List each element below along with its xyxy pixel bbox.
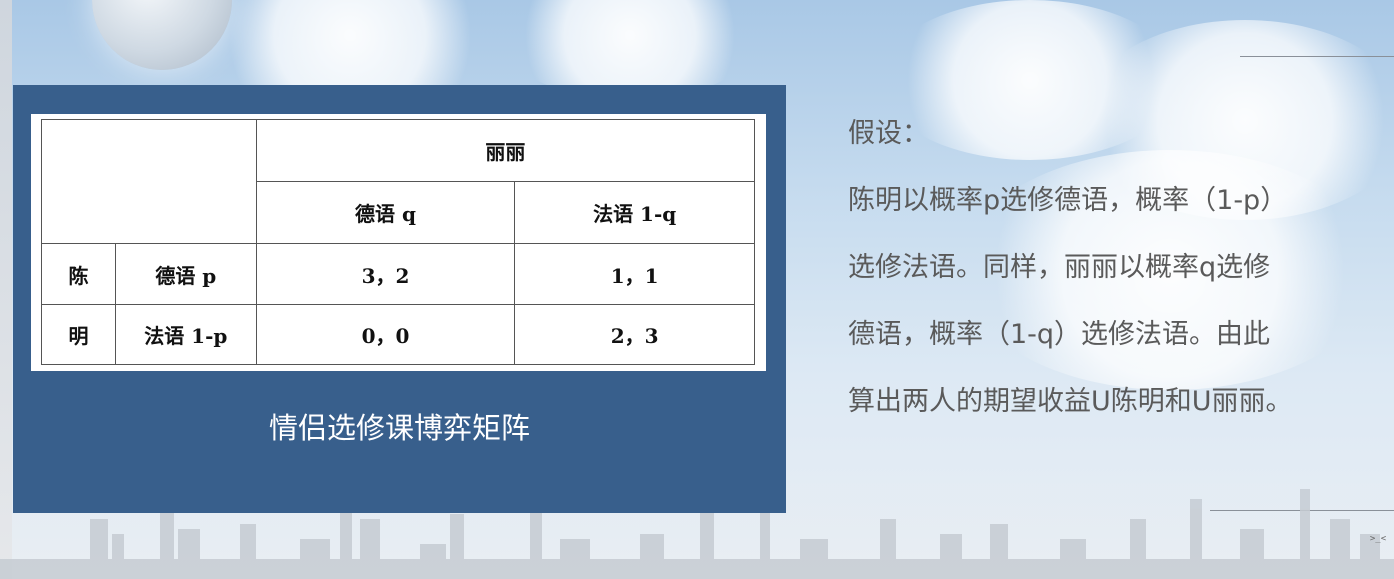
matrix-table-frame: 丽丽 德语 q 法语 1-q 陈 德语 p 3，2 1，1 明 法语 1-p 0…	[31, 114, 766, 371]
description-line: 德语，概率（1-q）选修法语。由此	[848, 319, 1271, 350]
payoff-cell: 1，1	[514, 243, 755, 305]
row-header-french: 法语 1-p	[114, 304, 257, 365]
description-line: 选修法语。同样，丽丽以概率q选修	[848, 252, 1271, 283]
matrix-panel: 丽丽 德语 q 法语 1-q 陈 德语 p 3，2 1，1 明 法语 1-p 0…	[13, 85, 786, 513]
cloud-decoration	[500, 0, 760, 100]
column-player-header: 丽丽	[255, 119, 756, 182]
cloud-decoration	[960, 150, 1380, 390]
payoff-cell: 0，0	[255, 304, 516, 365]
matrix-corner-cell	[41, 119, 257, 244]
matrix-caption: 情侣选修课博弈矩阵	[268, 411, 530, 445]
expand-icon[interactable]: >_<	[1369, 534, 1387, 544]
column-header-french: 法语 1-q	[514, 181, 755, 244]
city-skyline-decoration	[0, 489, 1394, 579]
description-text: 假设： 陈明以概率p选修德语，概率（1-p） 选修法语。同样，丽丽以概率q选修 …	[848, 100, 1378, 435]
description-line: 假设：	[848, 118, 929, 149]
column-header-german: 德语 q	[255, 181, 516, 244]
row-player-header-char2: 明	[41, 304, 116, 365]
left-edge-strip	[0, 0, 12, 579]
payoff-cell: 2，3	[514, 304, 755, 365]
description-line: 算出两人的期望收益U陈明和U丽丽。	[848, 386, 1293, 417]
decorative-line	[1240, 56, 1394, 57]
row-player-header-char1: 陈	[41, 243, 116, 305]
payoff-cell: 3，2	[255, 243, 516, 305]
row-header-german: 德语 p	[114, 243, 257, 305]
description-line: 陈明以概率p选修德语，概率（1-p）	[848, 185, 1288, 216]
payoff-matrix-table: 丽丽 德语 q 法语 1-q 陈 德语 p 3，2 1，1 明 法语 1-p 0…	[41, 119, 756, 365]
